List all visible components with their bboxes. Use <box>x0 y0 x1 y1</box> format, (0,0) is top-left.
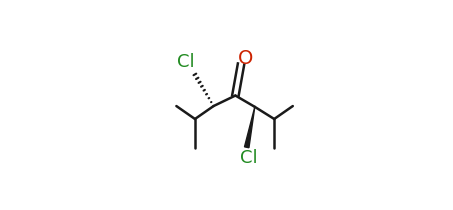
Text: Cl: Cl <box>177 52 195 71</box>
Text: Cl: Cl <box>240 149 257 167</box>
Polygon shape <box>245 107 255 148</box>
Text: O: O <box>237 49 253 68</box>
